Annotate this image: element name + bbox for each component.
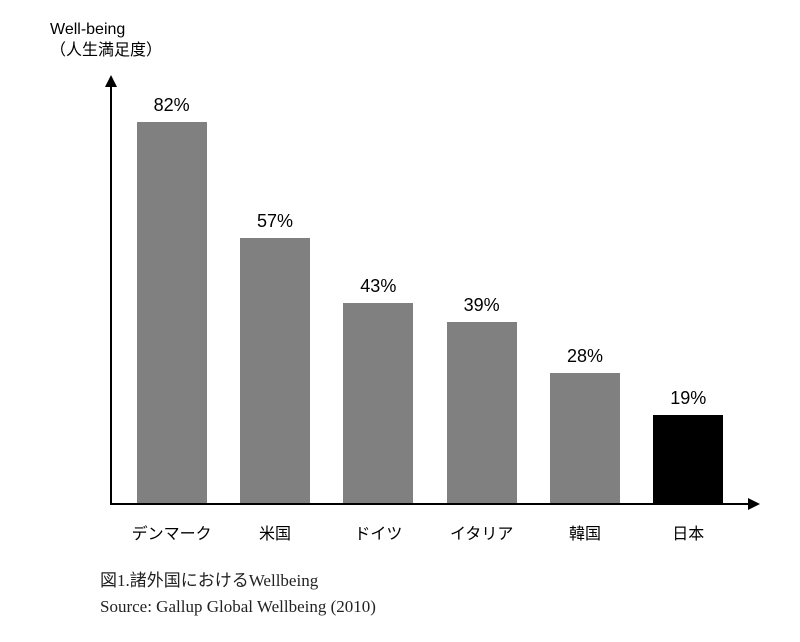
bar-value-label: 43% (360, 276, 396, 297)
bar-slot: 57% (223, 85, 326, 503)
wellbeing-bar-chart: Well-being （人生満足度） 82% 57% 43% 39% 28% 19% デン… (50, 20, 750, 550)
y-axis-title-line1: Well-being (50, 20, 162, 41)
bar-rect (240, 238, 310, 503)
y-axis-title-line2: （人生満足度） (50, 41, 162, 62)
x-axis-label: 米国 (223, 510, 326, 544)
plot-area: 82% 57% 43% 39% 28% 19% (110, 85, 750, 505)
bar-slot: 39% (430, 85, 533, 503)
bar-rect (447, 322, 517, 503)
x-axis-labels: デンマーク米国ドイツイタリア韓国日本 (110, 510, 750, 544)
x-axis-label: ドイツ (327, 510, 430, 544)
figure-caption: 図1.諸外国におけるWellbeing Source: Gallup Globa… (100, 568, 376, 619)
x-axis-label: イタリア (430, 510, 533, 544)
caption-title: 図1.諸外国におけるWellbeing (100, 568, 376, 594)
bar-slot: 19% (637, 85, 740, 503)
bar-rect (137, 122, 207, 503)
x-axis-label: 日本 (637, 510, 740, 544)
y-axis-title: Well-being （人生満足度） (50, 20, 162, 62)
x-axis-label: デンマーク (120, 510, 223, 544)
bar-value-label: 39% (464, 295, 500, 316)
x-axis (110, 503, 750, 505)
bar-rect (550, 373, 620, 503)
bars-container: 82% 57% 43% 39% 28% 19% (110, 85, 750, 503)
x-axis-label: 韓国 (533, 510, 636, 544)
bar-value-label: 19% (670, 388, 706, 409)
caption-source: Source: Gallup Global Wellbeing (2010) (100, 594, 376, 620)
bar-slot: 82% (120, 85, 223, 503)
bar-rect (343, 303, 413, 503)
bar-value-label: 28% (567, 346, 603, 367)
bar-rect (653, 415, 723, 503)
bar-value-label: 57% (257, 211, 293, 232)
bar-slot: 28% (533, 85, 636, 503)
bar-value-label: 82% (154, 95, 190, 116)
bar-slot: 43% (327, 85, 430, 503)
